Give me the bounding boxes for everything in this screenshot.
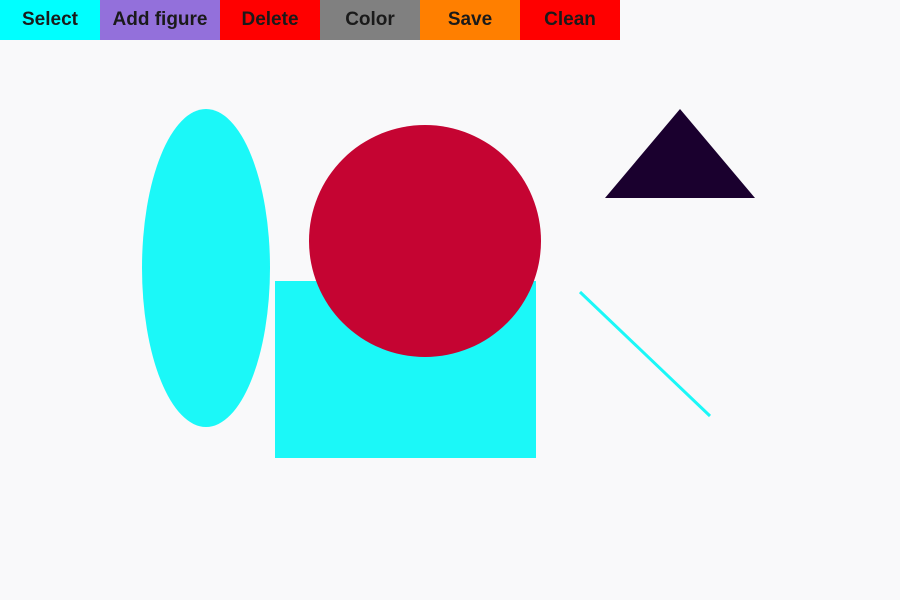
circle-figure[interactable] <box>309 125 541 357</box>
color-button[interactable]: Color <box>320 0 420 40</box>
triangle-figure[interactable] <box>605 109 755 198</box>
line-figure[interactable] <box>578 290 712 418</box>
delete-button[interactable]: Delete <box>220 0 320 40</box>
ellipse-figure[interactable] <box>142 109 270 427</box>
drawing-canvas[interactable] <box>0 40 900 600</box>
clean-button[interactable]: Clean <box>520 0 620 40</box>
save-button[interactable]: Save <box>420 0 520 40</box>
add-figure-button[interactable]: Add figure <box>100 0 220 40</box>
toolbar: Select Add figure Delete Color Save Clea… <box>0 0 620 40</box>
select-button[interactable]: Select <box>0 0 100 40</box>
